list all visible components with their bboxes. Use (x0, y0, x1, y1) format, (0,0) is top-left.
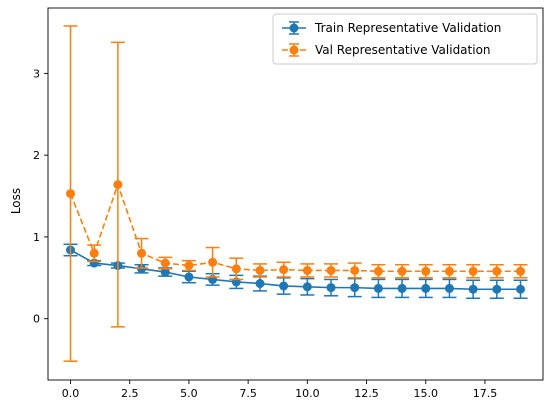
data-point (302, 282, 312, 292)
axes: 0.0 2.5 5.0 7.5 10.0 12.5 15.0 17.5 0 1 2 3 (33, 7, 544, 400)
x-tick-label: 12.5 (354, 387, 379, 400)
x-tick-label: 5.0 (180, 387, 198, 400)
y-tick-label: 0 (33, 313, 40, 326)
x-tick-label: 17.5 (473, 387, 498, 400)
data-point (137, 248, 147, 258)
data-point (468, 266, 478, 276)
data-point (350, 265, 360, 275)
legend-label: Val Representative Validation (315, 43, 491, 57)
data-point (137, 264, 147, 274)
data-point (160, 258, 170, 268)
data-point (113, 180, 123, 190)
data-point (421, 266, 431, 276)
data-point (397, 283, 407, 293)
data-point (184, 272, 194, 282)
series-2 (63, 25, 528, 362)
data-point (444, 266, 454, 276)
data-point (279, 265, 289, 275)
data-point (350, 283, 360, 293)
legend-label: Train Representative Validation (314, 21, 501, 35)
x-tick-label: 15.0 (414, 387, 439, 400)
data-point (184, 261, 194, 271)
data-point (492, 266, 502, 276)
legend-marker (289, 23, 299, 33)
legend-entry-1: Train Representative Validation (282, 21, 501, 35)
data-point (255, 279, 265, 289)
y-tick-label: 1 (33, 231, 40, 244)
data-point (421, 283, 431, 293)
data-point (373, 266, 383, 276)
data-point (444, 283, 454, 293)
legend: Train Representative Validation Val Repre… (272, 13, 538, 65)
data-point (279, 281, 289, 291)
data-point (66, 189, 75, 199)
data-point (326, 265, 336, 275)
data-point (397, 266, 407, 276)
legend-marker (289, 45, 299, 55)
y-tick-label: 2 (33, 149, 40, 162)
data-point (255, 265, 265, 275)
data-point (208, 257, 218, 267)
axes-frame (47, 7, 544, 381)
y-axis-label: Loss (9, 188, 23, 214)
data-point (89, 248, 99, 258)
data-point (231, 264, 241, 274)
data-point (373, 283, 383, 293)
data-point (516, 266, 525, 276)
legend-box (272, 13, 538, 65)
x-tick-label: 7.5 (239, 387, 257, 400)
data-point (516, 284, 525, 294)
y-tick-label: 3 (33, 67, 40, 80)
x-tick-label: 10.0 (295, 387, 320, 400)
plot-area (63, 25, 528, 362)
legend-entry-2: Val Representative Validation (282, 43, 491, 57)
x-tick-label: 0.0 (62, 387, 80, 400)
data-point (326, 283, 336, 293)
x-tick-label: 2.5 (121, 387, 139, 400)
data-point (160, 267, 170, 277)
data-point (468, 284, 478, 294)
data-point (302, 265, 312, 275)
data-point (492, 284, 502, 294)
series-layer (63, 25, 528, 362)
